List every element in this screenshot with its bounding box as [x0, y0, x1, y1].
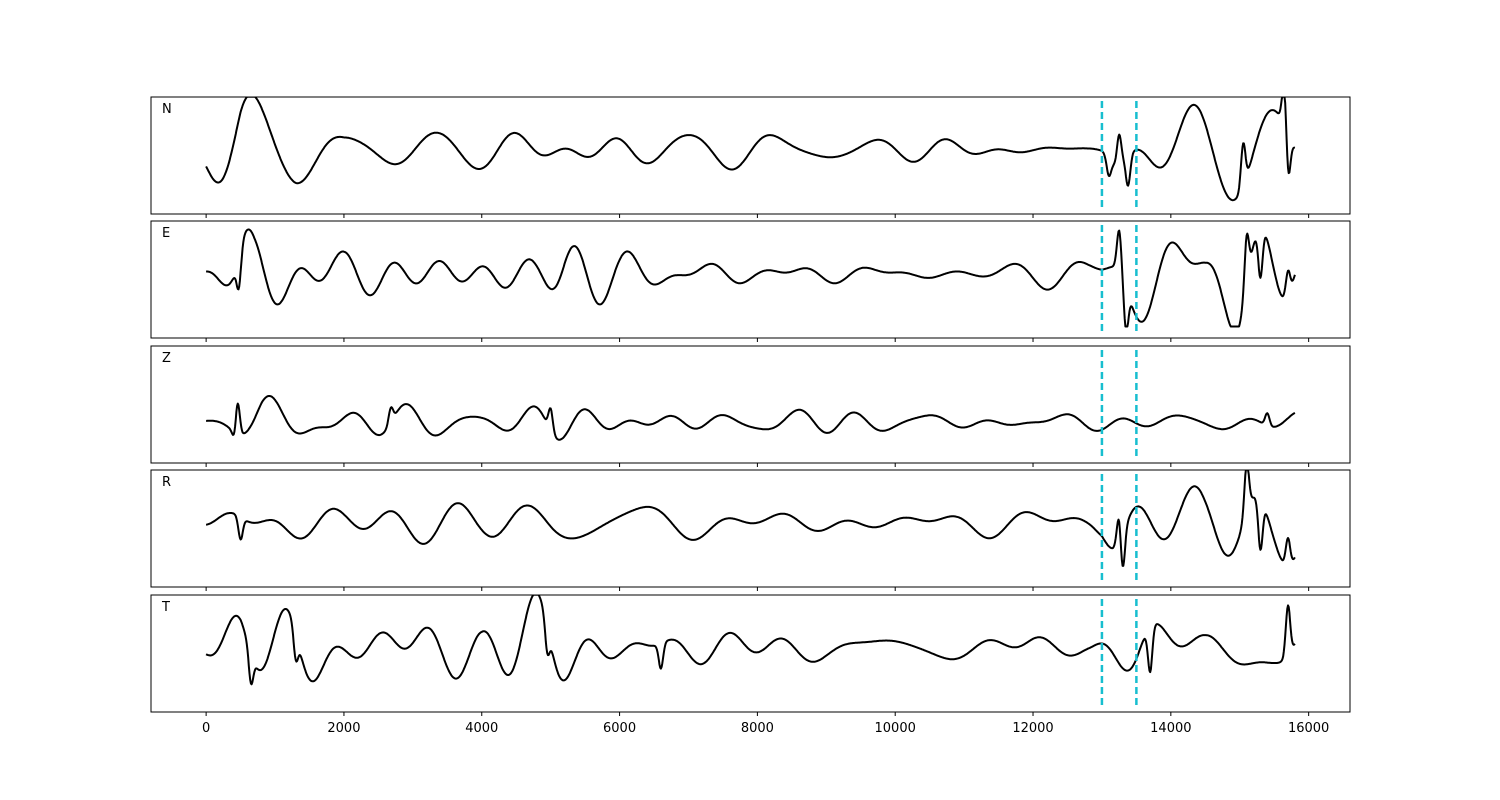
- panel-z: Z: [150, 345, 1351, 467]
- panel-frame: [150, 345, 1351, 464]
- x-tick-label: 14000: [1150, 721, 1191, 736]
- panel-label-e: E: [162, 226, 170, 241]
- panel-e: E: [150, 220, 1351, 342]
- x-tick-label: 0: [202, 721, 210, 736]
- panel-frame: [150, 594, 1351, 713]
- x-tick-label: 16000: [1288, 721, 1329, 736]
- x-tick-label: 4000: [465, 721, 498, 736]
- panel-frame: [150, 469, 1351, 588]
- panel-r: R: [150, 469, 1351, 591]
- x-tick-label: 2000: [327, 721, 360, 736]
- trace-r: [205, 470, 1296, 567]
- panel-label-z: Z: [162, 351, 171, 366]
- trace-e: [205, 228, 1296, 328]
- x-tick-label: 8000: [741, 721, 774, 736]
- panel-t: T: [150, 594, 1351, 716]
- trace-t: [205, 595, 1296, 686]
- panel-frame: [150, 220, 1351, 339]
- x-axis: 0 2000 4000 6000 8000 10000 12000 14000 16000: [202, 721, 1329, 736]
- panel-label-n: N: [162, 102, 172, 117]
- trace-z: [205, 395, 1296, 441]
- panel-label-t: T: [161, 600, 170, 615]
- panel-n: N: [150, 96, 1351, 218]
- trace-n: [205, 97, 1296, 202]
- x-tick-label: 12000: [1012, 721, 1053, 736]
- x-tick-label: 6000: [603, 721, 636, 736]
- x-tick-label: 10000: [875, 721, 916, 736]
- panels-group: N E Z R T: [150, 96, 1351, 716]
- panel-frame: [150, 96, 1351, 215]
- panel-label-r: R: [162, 475, 171, 490]
